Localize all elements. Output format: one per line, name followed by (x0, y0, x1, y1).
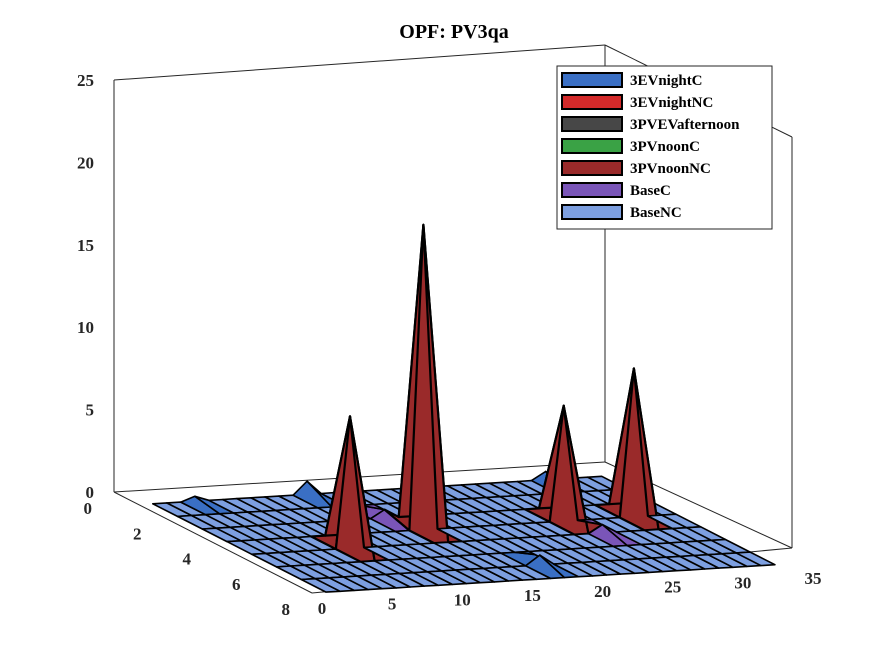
surface-mesh (152, 223, 776, 593)
legend-label: 3PVnoonNC (630, 161, 711, 177)
y-axis-ticks: 0 2 4 6 8 (84, 499, 291, 619)
x-tick-label: 5 (388, 595, 397, 614)
legend-swatch (561, 182, 623, 198)
legend-label: 3PVnoonC (630, 139, 700, 155)
legend-label: BaseC (630, 183, 671, 199)
legend-swatch (561, 72, 623, 88)
y-tick-label: 8 (282, 600, 291, 619)
chart-title: OPF: PV3qa (399, 21, 508, 43)
x-tick-label: 25 (664, 578, 681, 597)
surface-facet (735, 551, 776, 567)
legend-swatch (561, 160, 623, 176)
z-tick-label: 10 (77, 318, 94, 337)
legend: 3EVnightC 3EVnightNC 3PVEVafternoon 3PVnoon… (556, 65, 773, 230)
z-axis-ticks: 0 5 10 15 20 25 (77, 71, 94, 502)
z-tick-label: 20 (77, 153, 94, 172)
y-tick-label: 4 (183, 550, 192, 569)
legend-swatch (561, 116, 623, 132)
x-axis-ticks: 0 5 10 15 20 25 30 35 (318, 569, 822, 618)
z-tick-label: 15 (77, 236, 94, 255)
z-tick-label: 5 (86, 401, 95, 420)
z-tick-label: 0 (86, 483, 95, 502)
x-tick-label: 35 (805, 569, 822, 588)
legend-label: BaseNC (630, 205, 682, 221)
back-top-edge (113, 44, 606, 81)
x-tick-label: 10 (454, 590, 471, 609)
y-tick-label: 6 (232, 575, 241, 594)
x-tick-label: 20 (594, 582, 611, 601)
legend-label: 3PVEVafternoon (630, 117, 740, 133)
x-tick-label: 30 (734, 573, 751, 592)
legend-label: 3EVnightC (630, 73, 703, 89)
legend-swatch (561, 94, 623, 110)
legend-swatch (561, 138, 623, 154)
y-axis-floor-edge (113, 491, 313, 594)
x-tick-label: 0 (318, 599, 327, 618)
y-tick-label: 2 (133, 524, 142, 543)
z-tick-label: 25 (77, 71, 94, 90)
x-tick-label: 15 (524, 586, 541, 605)
legend-label: 3EVnightNC (630, 95, 713, 111)
y-tick-label: 0 (84, 499, 93, 518)
legend-swatch (561, 204, 623, 220)
